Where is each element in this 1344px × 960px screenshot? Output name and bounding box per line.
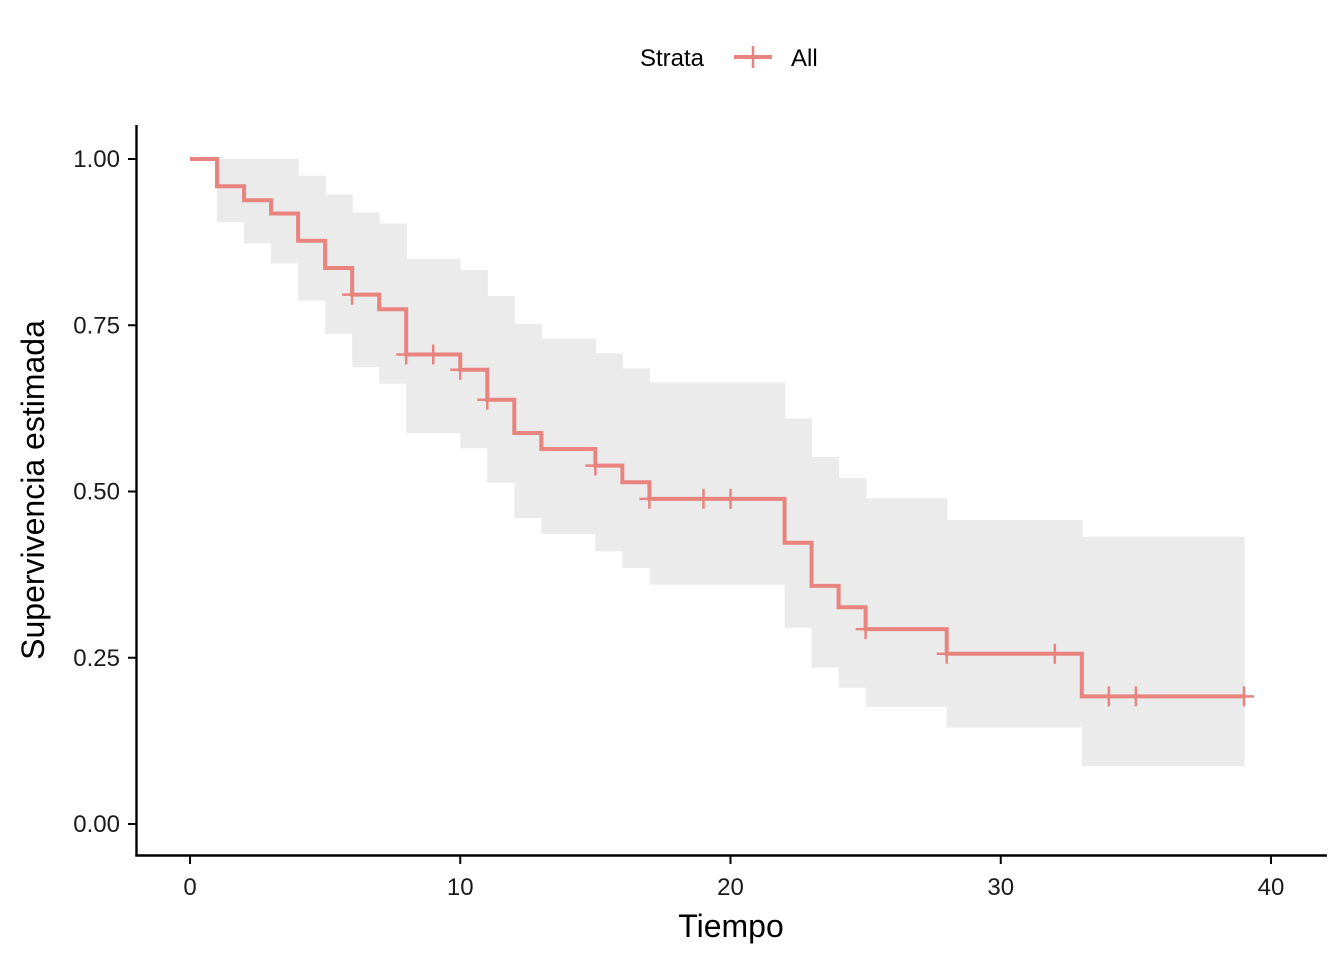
censor-mark (423, 344, 444, 365)
censor-mark (585, 455, 606, 476)
censor-mark (477, 389, 498, 410)
x-tick-label: 30 (987, 874, 1014, 901)
censor-mark (1044, 643, 1065, 664)
confidence-band-segment (865, 498, 948, 707)
x-axis-title: Tiempo (678, 908, 784, 944)
censor-mark (936, 643, 957, 664)
censor-mark (855, 619, 876, 640)
confidence-band-segment (649, 382, 786, 585)
x-axis-ticks: 0 10 20 30 40 (183, 856, 1284, 901)
censor-mark (639, 488, 660, 509)
legend-title: Strata (640, 45, 705, 72)
censor-mark (1098, 686, 1119, 707)
confidence-band-segment (811, 456, 840, 668)
x-tick-label: 40 (1258, 874, 1285, 901)
legend: Strata All (640, 45, 818, 72)
confidence-band-group (190, 159, 1245, 767)
x-tick-label: 10 (447, 874, 474, 901)
confidence-band-segment (541, 338, 596, 535)
y-tick-label: 0.50 (73, 479, 120, 506)
censor-mark (693, 488, 714, 509)
y-tick-label: 0.75 (73, 312, 120, 339)
confidence-band-segment (460, 270, 488, 449)
confidence-band-segment (298, 175, 326, 301)
censor-mark (342, 284, 363, 305)
censor-mark (1233, 686, 1254, 707)
censor-mark (1125, 686, 1146, 707)
confidence-band-segment (514, 323, 542, 519)
confidence-band-segment (946, 520, 1083, 728)
y-tick-label: 0.25 (73, 645, 120, 672)
censor-marks-group (342, 284, 1254, 707)
x-tick-label: 0 (183, 874, 196, 901)
y-tick-label: 1.00 (73, 146, 120, 173)
confidence-band-segment (487, 295, 515, 483)
confidence-band-segment (838, 478, 867, 688)
x-tick-label: 20 (717, 874, 744, 901)
y-axis-title: Supervivencia estimada (15, 320, 51, 660)
y-tick-label: 0.00 (73, 811, 120, 838)
censor-mark (450, 359, 471, 380)
y-axis-ticks: 0.00 0.25 0.50 0.75 1.00 (73, 146, 136, 838)
survival-curve-line (190, 157, 1244, 699)
censor-mark (396, 344, 417, 365)
survival-curve-group (190, 157, 1244, 699)
confidence-band-segment (379, 223, 407, 384)
confidence-band-segment (622, 368, 651, 568)
confidence-band-segment (784, 418, 813, 628)
confidence-band-segment (352, 212, 380, 368)
censor-mark (720, 488, 741, 509)
confidence-band-segment (325, 194, 353, 334)
confidence-band-segment (217, 159, 245, 223)
legend-entry-all: All (791, 45, 818, 72)
confidence-band-segment (271, 159, 299, 264)
confidence-band-segment (595, 353, 623, 552)
confidence-band-segment (1081, 536, 1245, 767)
